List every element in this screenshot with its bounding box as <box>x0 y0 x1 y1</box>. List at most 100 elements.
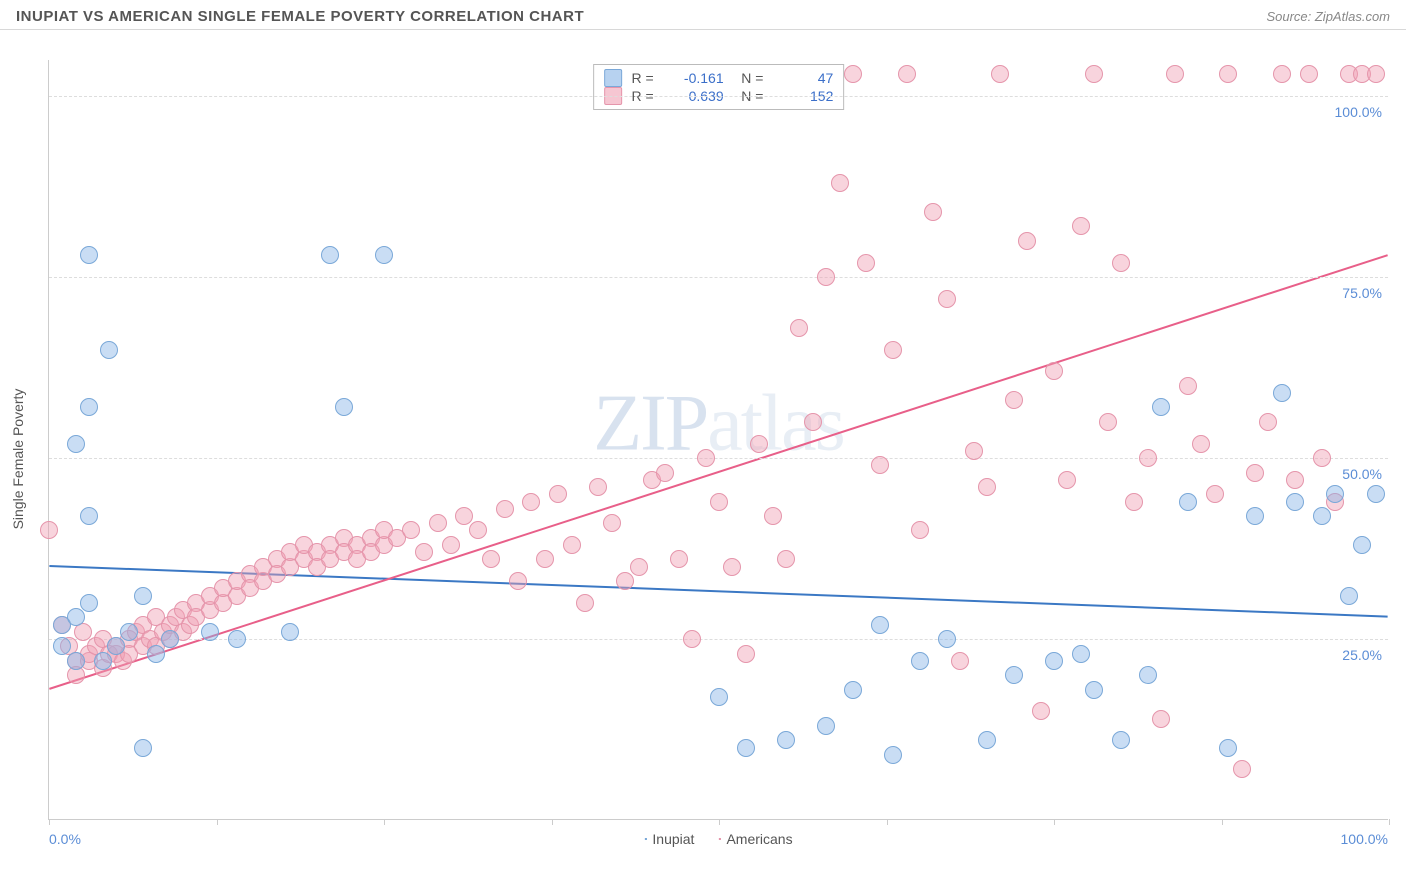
scatter-point-pink <box>563 536 581 554</box>
x-axis-min-label: 0.0% <box>49 831 81 847</box>
x-tick <box>887 819 888 825</box>
scatter-point-blue <box>737 739 755 757</box>
scatter-point-blue <box>120 623 138 641</box>
stats-legend-box: R = -0.161 N = 47 R = 0.639 N = 152 <box>593 64 845 110</box>
x-tick <box>1389 819 1390 825</box>
scatter-point-pink <box>603 514 621 532</box>
scatter-point-pink <box>1032 702 1050 720</box>
y-tick-label: 50.0% <box>1342 466 1382 482</box>
scatter-point-pink <box>1273 65 1291 83</box>
scatter-point-blue <box>1045 652 1063 670</box>
y-tick-label: 25.0% <box>1342 647 1382 663</box>
scatter-point-pink <box>576 594 594 612</box>
chart-source: Source: ZipAtlas.com <box>1266 9 1390 24</box>
scatter-point-blue <box>134 587 152 605</box>
x-axis-max-label: 100.0% <box>1341 831 1388 847</box>
scatter-point-pink <box>40 521 58 539</box>
scatter-point-blue <box>777 731 795 749</box>
scatter-point-pink <box>589 478 607 496</box>
scatter-point-blue <box>1340 587 1358 605</box>
regression-line-pink <box>49 255 1387 689</box>
scatter-point-blue <box>978 731 996 749</box>
scatter-point-pink <box>455 507 473 525</box>
scatter-point-blue <box>161 630 179 648</box>
scatter-point-blue <box>80 398 98 416</box>
scatter-point-pink <box>1300 65 1318 83</box>
scatter-point-blue <box>1273 384 1291 402</box>
scatter-point-blue <box>134 739 152 757</box>
scatter-point-blue <box>1286 493 1304 511</box>
scatter-point-pink <box>1192 435 1210 453</box>
scatter-point-pink <box>1099 413 1117 431</box>
legend-swatch-blue <box>604 69 622 87</box>
scatter-point-pink <box>777 550 795 568</box>
gridline <box>49 96 1388 97</box>
legend-swatch-pink <box>718 838 720 840</box>
chart-title: INUPIAT VS AMERICAN SINGLE FEMALE POVERT… <box>16 8 584 25</box>
scatter-point-blue <box>80 594 98 612</box>
stats-row: R = -0.161 N = 47 <box>604 69 834 87</box>
scatter-point-blue <box>938 630 956 648</box>
scatter-point-pink <box>1233 760 1251 778</box>
legend-item-pink: Americans <box>718 831 792 847</box>
scatter-point-pink <box>991 65 1009 83</box>
scatter-point-pink <box>1313 449 1331 467</box>
scatter-point-pink <box>1152 710 1170 728</box>
scatter-point-pink <box>1045 362 1063 380</box>
scatter-point-pink <box>924 203 942 221</box>
scatter-point-pink <box>1085 65 1103 83</box>
scatter-point-pink <box>951 652 969 670</box>
scatter-point-blue <box>884 746 902 764</box>
scatter-point-pink <box>723 558 741 576</box>
scatter-point-pink <box>978 478 996 496</box>
y-tick-label: 75.0% <box>1342 285 1382 301</box>
scatter-point-pink <box>1219 65 1237 83</box>
scatter-point-pink <box>1005 391 1023 409</box>
scatter-point-pink <box>1246 464 1264 482</box>
scatter-point-pink <box>817 268 835 286</box>
scatter-point-pink <box>402 521 420 539</box>
scatter-point-pink <box>871 456 889 474</box>
scatter-point-pink <box>844 65 862 83</box>
scatter-point-pink <box>1179 377 1197 395</box>
scatter-point-blue <box>710 688 728 706</box>
scatter-point-pink <box>898 65 916 83</box>
scatter-point-blue <box>1246 507 1264 525</box>
chart-container: Single Female Poverty ZIPatlas R = -0.16… <box>0 30 1406 888</box>
scatter-point-pink <box>1058 471 1076 489</box>
scatter-point-blue <box>1085 681 1103 699</box>
scatter-point-blue <box>844 681 862 699</box>
scatter-point-pink <box>804 413 822 431</box>
scatter-point-blue <box>817 717 835 735</box>
scatter-point-blue <box>67 652 85 670</box>
scatter-point-pink <box>938 290 956 308</box>
scatter-point-pink <box>496 500 514 518</box>
scatter-point-blue <box>1219 739 1237 757</box>
scatter-point-pink <box>1206 485 1224 503</box>
scatter-point-pink <box>1259 413 1277 431</box>
x-tick <box>49 819 50 825</box>
scatter-point-pink <box>911 521 929 539</box>
scatter-point-pink <box>442 536 460 554</box>
scatter-point-pink <box>710 493 728 511</box>
plot-area: ZIPatlas R = -0.161 N = 47 R = 0.639 N =… <box>48 60 1388 820</box>
scatter-point-blue <box>1152 398 1170 416</box>
scatter-point-blue <box>1353 536 1371 554</box>
scatter-point-blue <box>335 398 353 416</box>
scatter-point-pink <box>857 254 875 272</box>
y-axis-title: Single Female Poverty <box>10 389 26 530</box>
chart-header: INUPIAT VS AMERICAN SINGLE FEMALE POVERT… <box>0 0 1406 30</box>
scatter-point-pink <box>965 442 983 460</box>
scatter-point-pink <box>1286 471 1304 489</box>
scatter-point-pink <box>549 485 567 503</box>
scatter-point-pink <box>697 449 715 467</box>
scatter-point-blue <box>53 637 71 655</box>
scatter-point-blue <box>80 246 98 264</box>
scatter-point-pink <box>429 514 447 532</box>
legend-item-blue: Inupiat <box>644 831 694 847</box>
scatter-point-blue <box>1005 666 1023 684</box>
scatter-point-pink <box>1112 254 1130 272</box>
x-tick <box>217 819 218 825</box>
scatter-point-pink <box>750 435 768 453</box>
scatter-point-blue <box>67 435 85 453</box>
